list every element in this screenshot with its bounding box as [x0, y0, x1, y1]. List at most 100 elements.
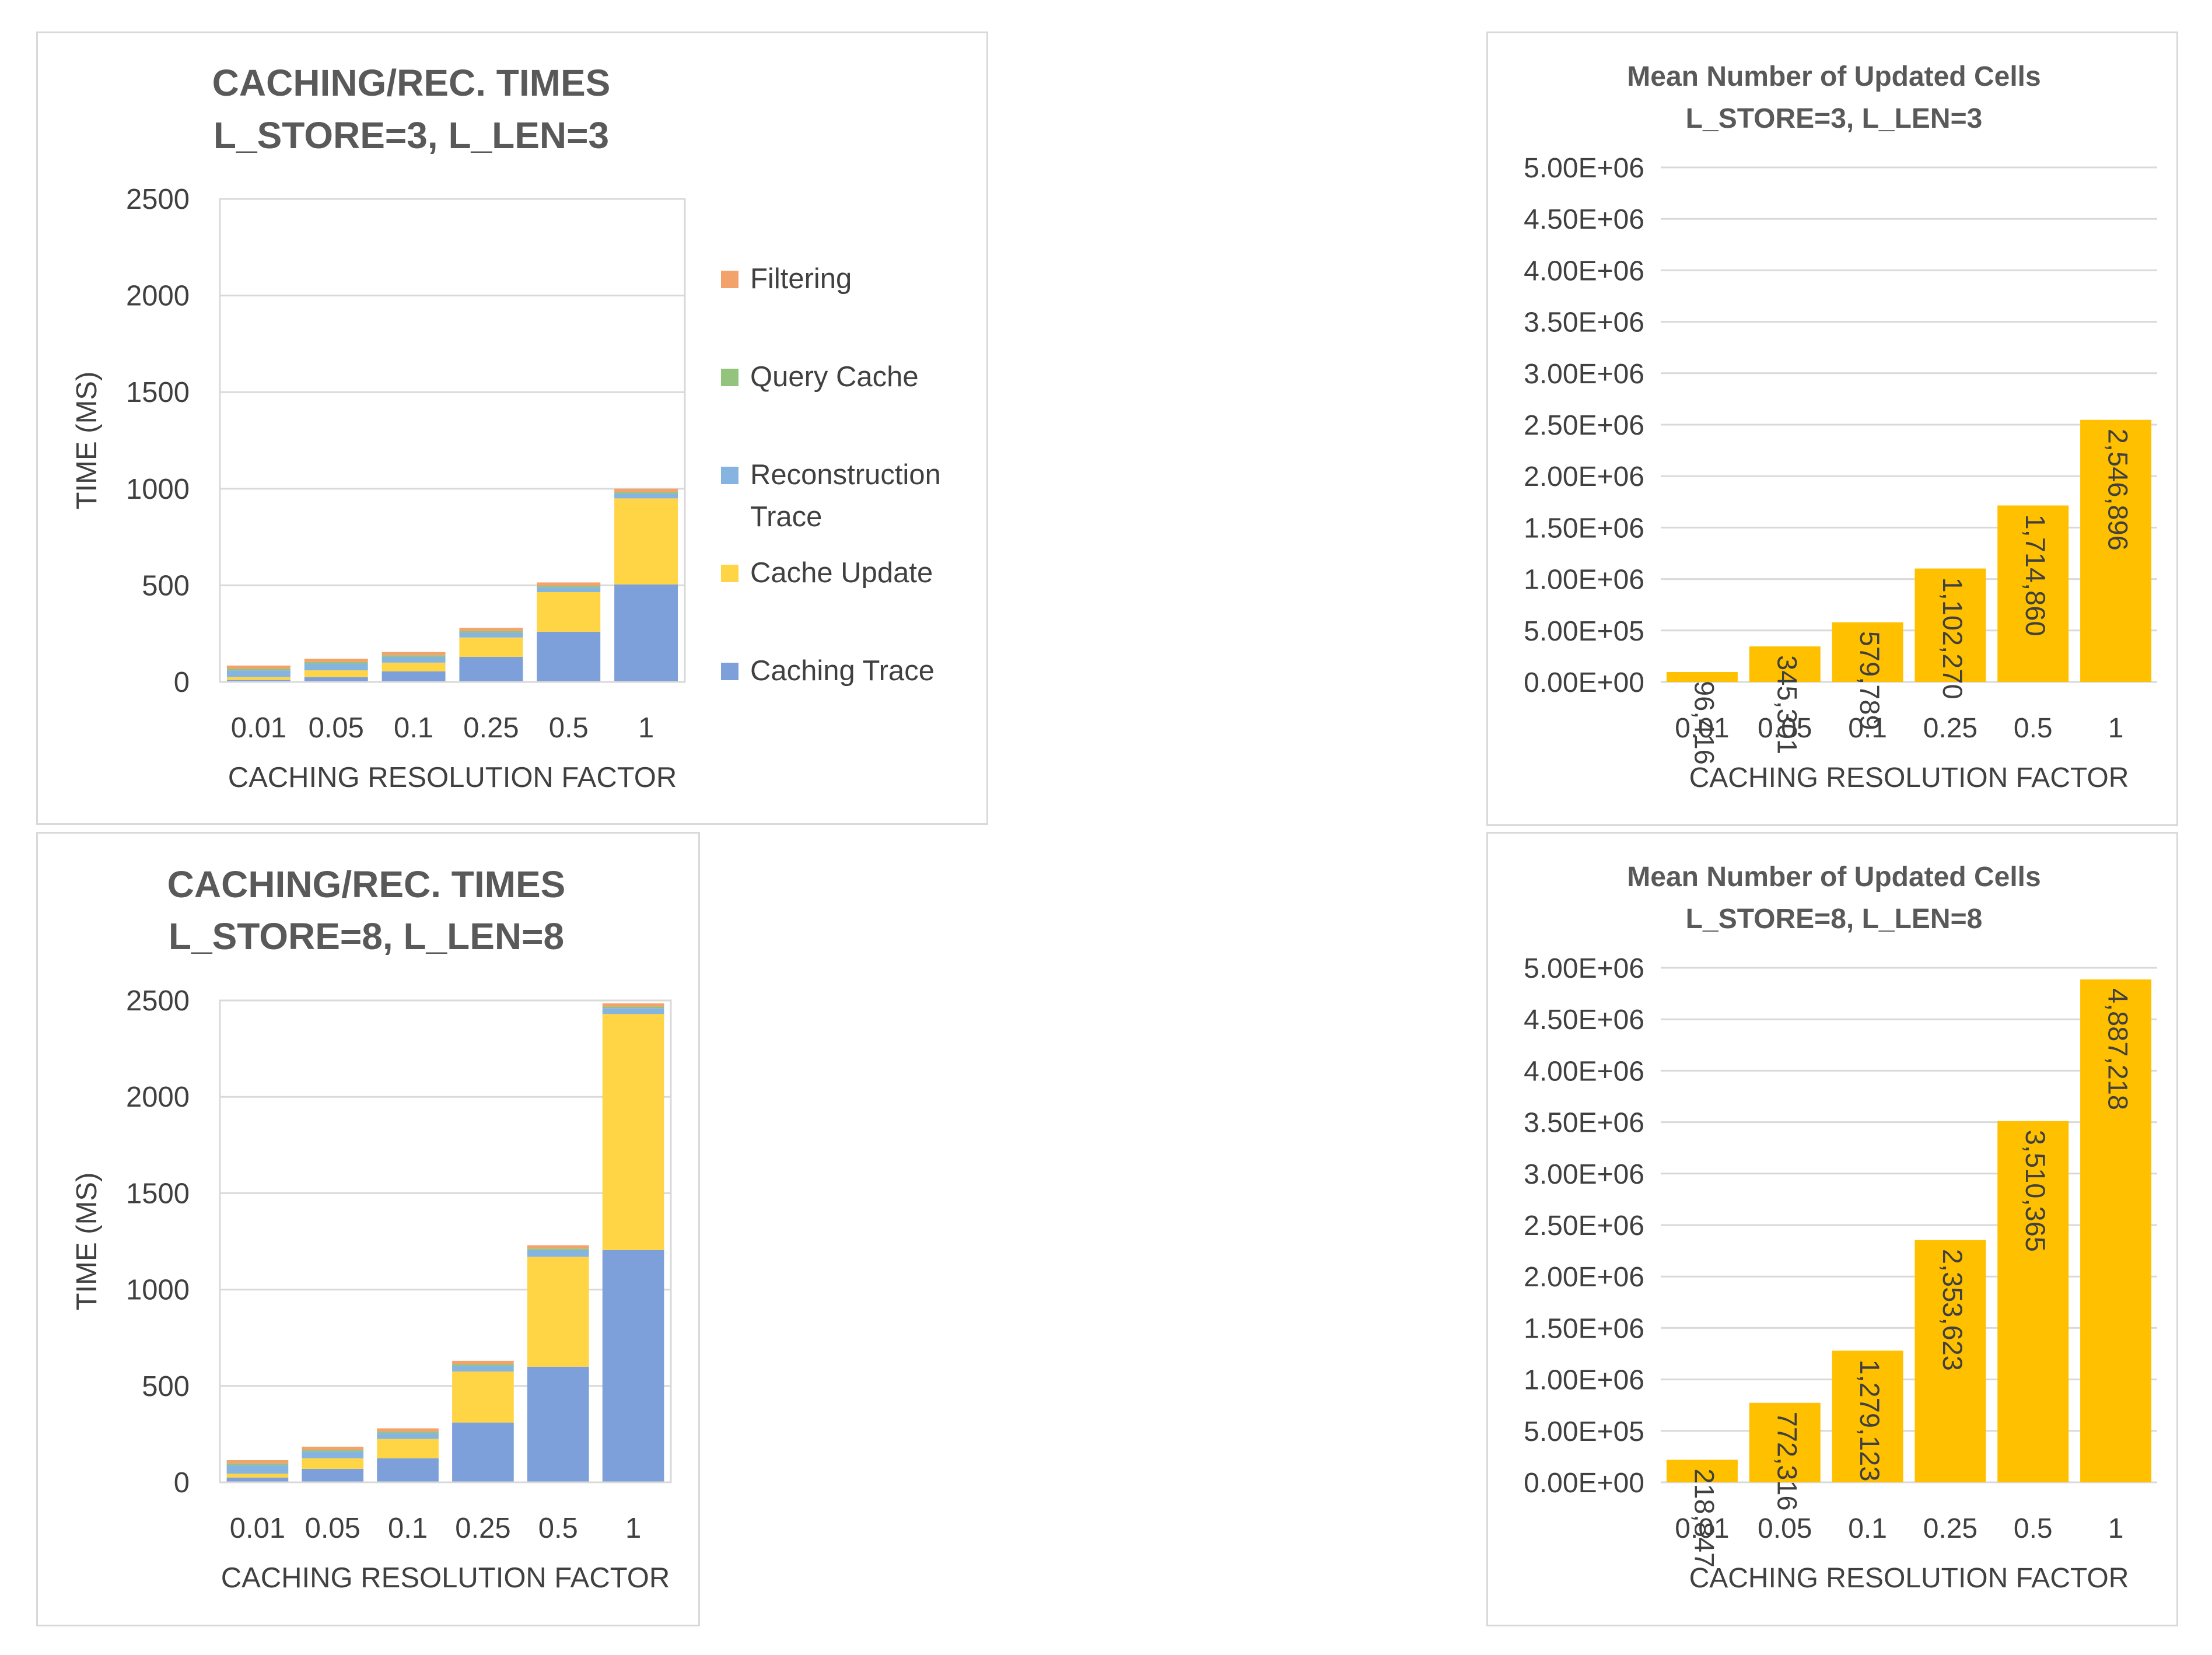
bar: [2080, 979, 2152, 1482]
bar-segment-cache-update: [377, 1439, 439, 1458]
chart-title-line1: Mean Number of Updated Cells: [1627, 862, 2041, 893]
bar-segment-query-cache: [382, 655, 446, 657]
bar-segment-caching-trace: [382, 671, 446, 682]
legend-label: Filtering: [750, 263, 852, 295]
chart-title-line2: L_STORE=3, L_LEN=3: [214, 114, 609, 156]
bar-segment-filtering: [302, 1446, 364, 1450]
bar-segment-caching-trace: [302, 1468, 364, 1482]
bar-segment-filtering: [537, 582, 601, 586]
bar-segment-filtering: [382, 652, 446, 656]
x-axis-title: CACHING RESOLUTION FACTOR: [1689, 762, 2129, 793]
y-tick-label: 5.00E+05: [1524, 616, 1644, 647]
x-tick-label: 0.5: [2014, 713, 2053, 744]
y-tick-label: 2.50E+06: [1524, 410, 1644, 441]
y-tick-label: 0: [174, 667, 190, 698]
bar-segment-reconstruction-trace: [537, 587, 601, 592]
bar-segment-reconstruction-trace: [614, 494, 678, 499]
cells-chart-lstore3: Mean Number of Updated Cells L_STORE=3, L…: [1524, 61, 2157, 793]
data-label: 579,789: [1854, 631, 1885, 730]
y-tick-label: 1.00E+06: [1524, 1365, 1644, 1396]
bar-segment-cache-update: [382, 662, 446, 671]
x-tick-label: 0.05: [305, 1513, 360, 1544]
y-tick-label: 4.50E+06: [1524, 204, 1644, 235]
y-tick-label: 4.00E+06: [1524, 256, 1644, 286]
x-axis-title: CACHING RESOLUTION FACTOR: [228, 762, 677, 793]
x-axis-title: CACHING RESOLUTION FACTOR: [1689, 1563, 2129, 1594]
bar-segment-filtering: [304, 659, 368, 662]
y-tick-label: 500: [142, 1371, 190, 1402]
chart-title-line2: L_STORE=8, L_LEN=8: [169, 915, 564, 957]
y-tick-label: 500: [142, 570, 190, 601]
chart-panel-cells-lstore3: Mean Number of Updated Cells L_STORE=3, L…: [1486, 32, 2178, 826]
data-label: 1,714,860: [2020, 514, 2051, 636]
bar-segment-query-cache: [459, 631, 523, 633]
bar-segment-filtering: [459, 628, 523, 631]
bar-segment-filtering: [377, 1428, 439, 1432]
legend-label: Query Cache: [750, 361, 919, 393]
bar-segment-reconstruction-trace: [226, 670, 290, 677]
bar-segment-reconstruction-trace: [382, 656, 446, 663]
x-tick-label: 0.5: [2014, 1513, 2053, 1544]
x-tick-label: 0.25: [1923, 713, 1978, 744]
bar-segment-caching-trace: [226, 680, 290, 682]
bar-segment-query-cache: [452, 1364, 514, 1366]
bar-segment-filtering: [527, 1245, 589, 1249]
x-tick-label: 0.05: [1758, 1513, 1812, 1544]
bar-segment-filtering: [226, 1460, 289, 1464]
times-chart-lstore3: CACHING/REC. TIMES L_STORE=3, L_LEN=3 0 500…: [71, 62, 941, 793]
legend-label: Caching Trace: [750, 655, 935, 687]
x-tick-label: 0.05: [1758, 713, 1812, 744]
chart-panel-cells-lstore8: Mean Number of Updated Cells L_STORE=8, L…: [1486, 832, 2178, 1626]
y-tick-label: 2.00E+06: [1524, 1262, 1644, 1293]
bar-segment-reconstruction-trace: [377, 1433, 439, 1439]
bar-segment-reconstruction-trace: [459, 632, 523, 638]
data-label: 3,510,365: [2020, 1130, 2051, 1252]
bar: [1915, 1240, 1986, 1482]
y-tick-label: 5.00E+05: [1524, 1416, 1644, 1447]
chart-panel-times-lstore8: CACHING/REC. TIMES L_STORE=8, L_LEN=8 0 500…: [36, 832, 700, 1626]
y-tick-label: 2.00E+06: [1524, 461, 1644, 492]
x-tick-label: 0.1: [1848, 1513, 1887, 1544]
data-label: 2,353,623: [1937, 1249, 1968, 1371]
y-tick-label: 1.50E+06: [1524, 513, 1644, 544]
chart-panel-times-lstore3: CACHING/REC. TIMES L_STORE=3, L_LEN=3 0 500…: [36, 32, 988, 825]
x-tick-label: 0.5: [538, 1513, 578, 1544]
bar: [1832, 622, 1903, 682]
y-tick-label: 3.00E+06: [1524, 359, 1644, 390]
chart-title-line1: CACHING/REC. TIMES: [167, 863, 566, 905]
bar-segment-cache-update: [302, 1458, 364, 1469]
bar-segment-query-cache: [302, 1450, 364, 1452]
bar-segment-cache-update: [614, 498, 678, 585]
bar-segment-query-cache: [377, 1432, 439, 1433]
data-label: 1,279,123: [1854, 1359, 1885, 1481]
y-tick-label: 3.00E+06: [1524, 1159, 1644, 1190]
bar-segment-cache-update: [226, 677, 290, 680]
chart-title-line1: Mean Number of Updated Cells: [1627, 61, 2041, 92]
chart-title-line1: CACHING/REC. TIMES: [212, 62, 611, 104]
legend-label: Trace: [750, 501, 822, 533]
bar: [1997, 1121, 2069, 1482]
bar-segment-caching-trace: [537, 631, 601, 682]
bar-segment-filtering: [602, 1003, 664, 1007]
bar-segment-cache-update: [459, 637, 523, 657]
bar: [1749, 1402, 1821, 1482]
y-tick-label: 2500: [126, 184, 190, 215]
y-tick-label: 1000: [126, 474, 190, 505]
y-tick-label: 0.00E+00: [1524, 1468, 1644, 1499]
x-tick-label: 1: [2108, 713, 2124, 744]
bar-segment-cache-update: [527, 1257, 589, 1367]
data-label: 1,102,270: [1937, 578, 1968, 699]
bar-segment-query-cache: [614, 492, 678, 494]
bar-segment-cache-update: [537, 592, 601, 632]
y-tick-label: 1500: [126, 1178, 190, 1209]
bar-segment-reconstruction-trace: [452, 1366, 514, 1372]
y-tick-label: 1500: [126, 377, 190, 408]
bar-segment-reconstruction-trace: [527, 1250, 589, 1257]
bar: [1666, 1460, 1738, 1482]
y-tick-label: 0.00E+00: [1524, 667, 1644, 698]
bar-segment-reconstruction-trace: [602, 1008, 664, 1014]
legend-label: Reconstruction: [750, 459, 941, 491]
bar-segment-reconstruction-trace: [304, 663, 368, 671]
x-tick-label: 1: [625, 1513, 641, 1544]
bar-segment-query-cache: [527, 1248, 589, 1250]
